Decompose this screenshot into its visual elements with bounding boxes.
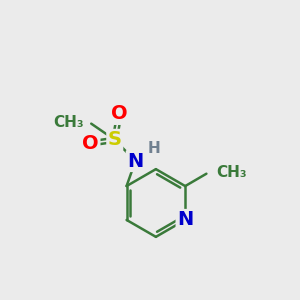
Text: CH₃: CH₃ [53,115,84,130]
Text: CH₃: CH₃ [216,165,247,180]
Text: N: N [127,152,143,170]
Text: S: S [108,130,122,149]
Text: O: O [82,134,99,153]
Text: O: O [111,104,128,123]
Text: H: H [148,141,161,156]
Text: N: N [177,210,193,230]
